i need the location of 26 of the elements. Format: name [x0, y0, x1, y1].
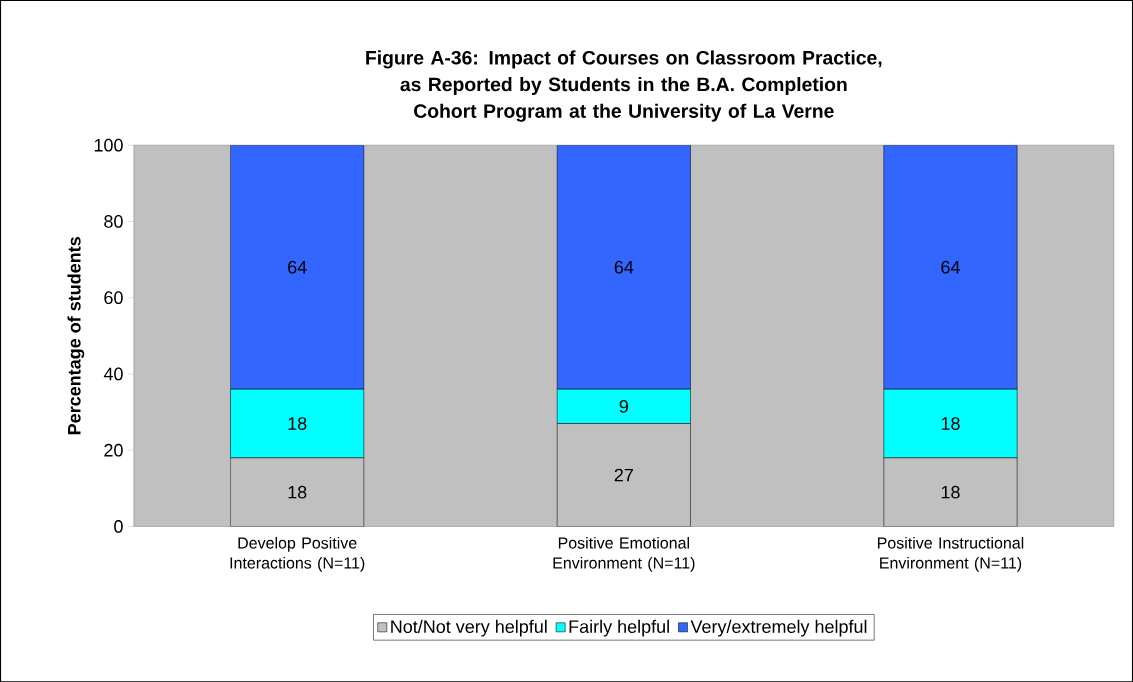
- data-label: 64: [614, 260, 634, 274]
- data-label: 64: [288, 260, 307, 274]
- legend-label: Fairly helpful: [569, 619, 669, 637]
- y-tick-label: 0: [114, 519, 123, 533]
- data-label: 64: [941, 260, 960, 274]
- x-tick-label: Positive Instructional Environment (N=11): [877, 536, 1024, 572]
- y-tick-label: 20: [104, 443, 123, 457]
- x-tick-label: Develop Positive Interactions (N=11): [230, 536, 365, 572]
- y-tick-label: 60: [104, 291, 123, 304]
- bar: [556, 145, 691, 390]
- legend-label: Very/extremely helpful: [690, 619, 867, 637]
- bar: [230, 145, 365, 390]
- data-label: 27: [614, 468, 633, 482]
- y-tick-label: 100: [94, 138, 123, 152]
- y-tick-label: 80: [104, 214, 123, 228]
- data-label: 18: [288, 485, 307, 499]
- chart-title: Figure A-36: Impact of Courses on Classroom Practice, as Reported by Students in the B.A. Completion Cohort Program at the University of La Verne: [366, 50, 882, 122]
- y-tick-label: 40: [103, 367, 123, 381]
- x-tick-label: Positive Emotional Environment (N=11): [553, 536, 695, 572]
- data-label: 18: [288, 416, 307, 430]
- data-label: 9: [619, 399, 628, 413]
- y-axis-title: Percentage of students: [67, 236, 85, 434]
- data-label: 18: [941, 485, 960, 499]
- bar: [883, 145, 1018, 390]
- legend-label: Not/Not very helpful: [391, 619, 547, 637]
- data-label: 18: [941, 416, 960, 430]
